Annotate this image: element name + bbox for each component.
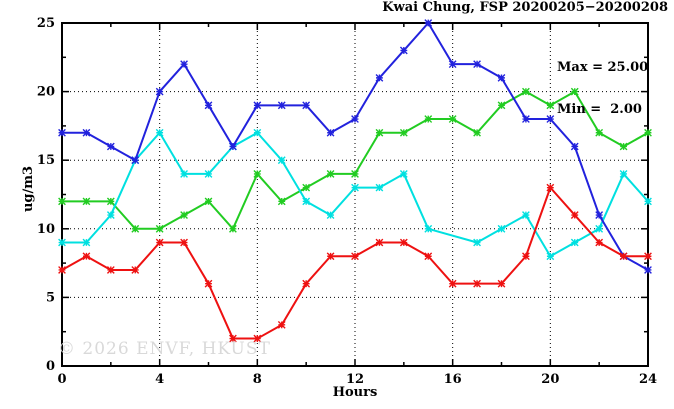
series-green-markers — [58, 87, 652, 233]
x-tick-label: 16 — [444, 372, 462, 387]
series-blue-markers — [58, 19, 652, 274]
y-tick-label: 20 — [37, 85, 55, 100]
x-tick-label: 24 — [639, 372, 657, 387]
y-tick-label: 0 — [46, 359, 55, 374]
max-annotation: Max = 25.00 — [557, 60, 649, 75]
watermark-text: © 2026 ENVF, HKUST — [58, 339, 271, 359]
x-tick-label: 4 — [155, 372, 164, 387]
x-tick-label: 0 — [57, 372, 66, 387]
x-tick-label: 12 — [346, 372, 364, 387]
chart-title: Kwai Chung, FSP 20200205−20200208 — [382, 0, 668, 15]
x-tick-label: 8 — [253, 372, 262, 387]
x-tick-label: 20 — [541, 372, 559, 387]
y-tick-label: 5 — [46, 290, 55, 305]
x-axis-label: Hours — [332, 385, 378, 400]
y-tick-label: 25 — [37, 16, 55, 31]
min-annotation: Min = 2.00 — [557, 102, 642, 117]
y-axis-label: ug/m3 — [21, 165, 36, 213]
series-cyan-markers — [58, 128, 652, 261]
y-tick-label: 15 — [37, 153, 55, 168]
series-cyan-line — [62, 131, 649, 258]
series-red-markers — [58, 183, 652, 343]
y-tick-label: 10 — [37, 222, 55, 237]
max-min-annotation: Max = 25.00 Min = 2.00 — [557, 33, 648, 145]
